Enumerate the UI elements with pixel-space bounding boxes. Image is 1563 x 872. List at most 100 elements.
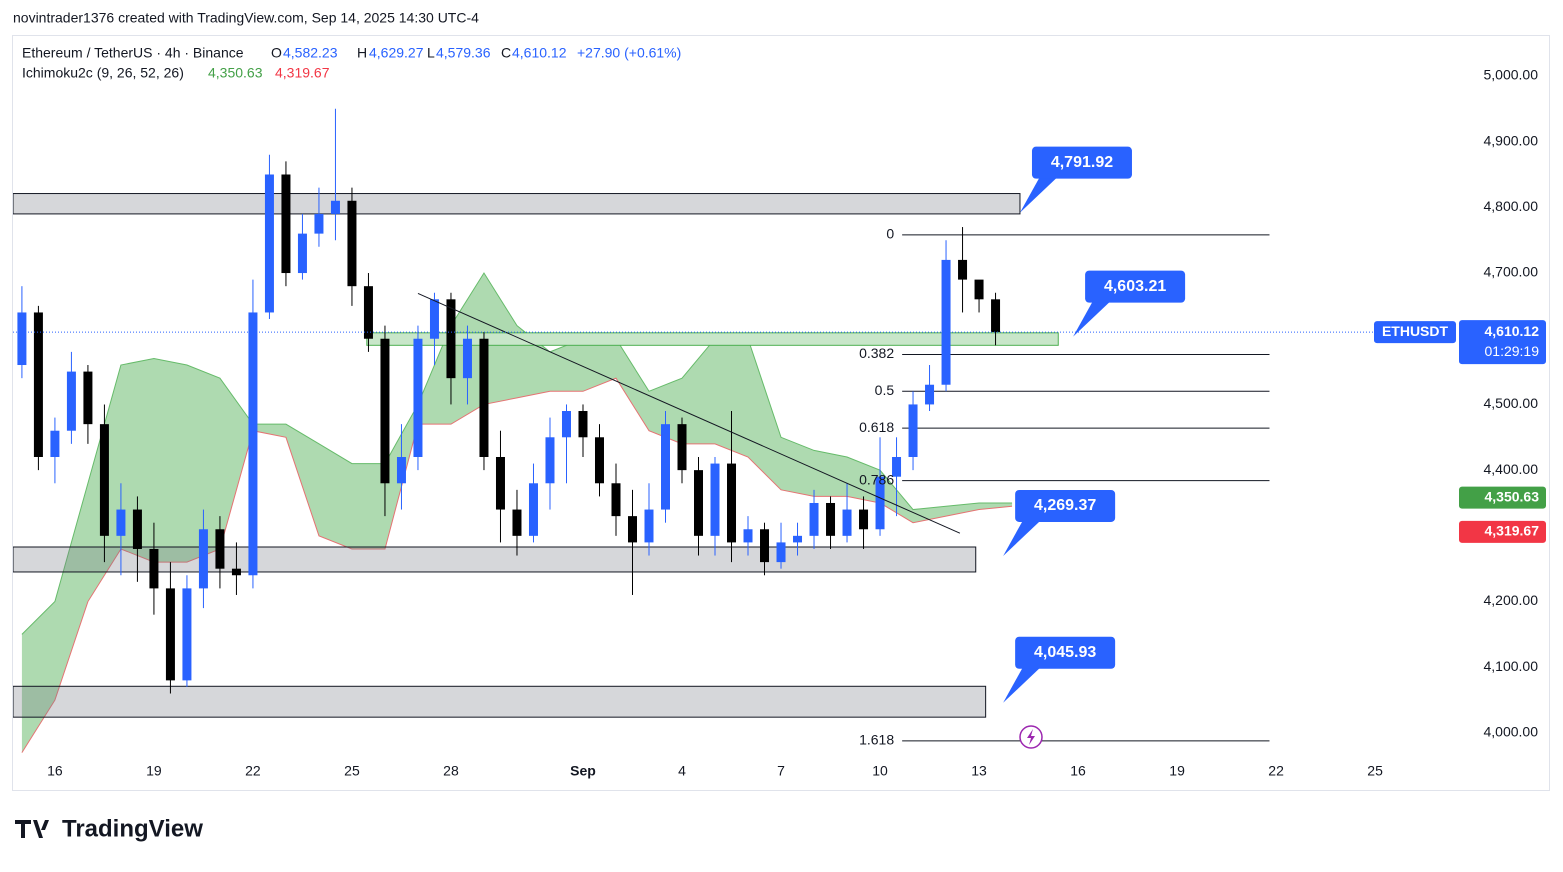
candle-body bbox=[198, 529, 208, 589]
candle-body bbox=[446, 299, 456, 379]
y-tick-label: 4,900.00 bbox=[1484, 132, 1539, 148]
candle-body bbox=[314, 213, 324, 234]
callout-box bbox=[1085, 270, 1186, 303]
fib-label: 0.786 bbox=[859, 471, 894, 487]
candle-body bbox=[66, 371, 76, 431]
candle-body bbox=[594, 437, 604, 484]
last-price-box bbox=[1459, 320, 1546, 365]
span-tag-label: 4,350.63 bbox=[1485, 488, 1540, 504]
candle-body bbox=[925, 384, 935, 405]
candle-body bbox=[380, 338, 390, 484]
cloud-span-a bbox=[21, 272, 1013, 635]
candle-body bbox=[99, 424, 109, 536]
candle-body bbox=[743, 529, 753, 543]
span-tag-label: 4,319.67 bbox=[1485, 523, 1540, 539]
candle-body bbox=[760, 529, 770, 563]
candle-body bbox=[611, 483, 621, 517]
candle-body bbox=[462, 338, 472, 379]
l-label: L bbox=[427, 45, 435, 61]
candle-body bbox=[248, 312, 258, 576]
callout-box bbox=[1015, 489, 1116, 522]
brand: TradingView bbox=[62, 815, 203, 842]
x-tick-label: 16 bbox=[47, 763, 63, 779]
y-tick-label: 4,800.00 bbox=[1484, 198, 1539, 214]
callout-label: 4,603.21 bbox=[1104, 278, 1166, 295]
candle-body bbox=[215, 529, 225, 569]
x-tick-label: 22 bbox=[1268, 763, 1284, 779]
x-tick-label: 28 bbox=[443, 763, 459, 779]
candle-body bbox=[627, 516, 637, 543]
span-b: 4,319.67 bbox=[275, 65, 330, 81]
candle-body bbox=[710, 463, 720, 536]
candle-body bbox=[231, 568, 241, 576]
callout-pointer bbox=[1019, 176, 1058, 213]
candle-body bbox=[578, 411, 588, 438]
callout-label: 4,045.93 bbox=[1034, 644, 1096, 661]
logo-mark bbox=[15, 820, 49, 838]
y-tick-label: 4,500.00 bbox=[1484, 395, 1539, 411]
candle-body bbox=[495, 456, 505, 510]
x-tick-label: Sep bbox=[570, 763, 596, 779]
zone bbox=[366, 332, 1059, 346]
candle-body bbox=[545, 437, 555, 484]
x-tick-label: 4 bbox=[678, 763, 686, 779]
candle-body bbox=[974, 279, 984, 300]
countdown: 01:29:19 bbox=[1485, 343, 1540, 359]
cloud-fill bbox=[21, 273, 1013, 753]
y-tick-label: 4,400.00 bbox=[1484, 461, 1539, 477]
x-tick-label: 25 bbox=[344, 763, 360, 779]
span-tag bbox=[1459, 520, 1546, 543]
open: 4,582.23 bbox=[283, 45, 338, 61]
candle-body bbox=[809, 502, 819, 536]
candle-body bbox=[347, 200, 357, 287]
candle-body bbox=[892, 456, 902, 477]
fib-label: 0.5 bbox=[875, 382, 895, 398]
callout-box bbox=[1015, 636, 1116, 669]
c-label: C bbox=[501, 45, 511, 61]
event-bolt bbox=[1027, 729, 1035, 745]
callout-pointer bbox=[1003, 666, 1042, 703]
frame bbox=[12, 35, 1550, 791]
ticker-box bbox=[1374, 321, 1456, 344]
last-price: 4,610.12 bbox=[1485, 323, 1540, 339]
x-tick-label: 25 bbox=[1367, 763, 1383, 779]
x-tick-label: 10 bbox=[872, 763, 888, 779]
y-tick-label: 4,100.00 bbox=[1484, 658, 1539, 674]
candle-body bbox=[396, 456, 406, 484]
symbol: Ethereum / TetherUS · 4h · Binance bbox=[22, 45, 244, 61]
fib-label: 0 bbox=[886, 226, 894, 242]
span-tag bbox=[1459, 486, 1546, 509]
callout-pointer bbox=[1003, 519, 1042, 556]
candle-body bbox=[50, 430, 60, 457]
candle-body bbox=[859, 509, 869, 530]
x-tick-label: 19 bbox=[1169, 763, 1185, 779]
candle-body bbox=[561, 411, 571, 438]
callout-label: 4,269.37 bbox=[1034, 497, 1096, 514]
candle-body bbox=[842, 509, 852, 536]
candle-body bbox=[165, 588, 175, 681]
candle-body bbox=[413, 338, 423, 457]
high: 4,629.27 bbox=[369, 45, 424, 61]
candle-body bbox=[363, 286, 373, 339]
candle-body bbox=[694, 470, 704, 536]
indicator: Ichimoku2c (9, 26, 52, 26) bbox=[22, 65, 184, 81]
zone bbox=[13, 685, 987, 718]
candle-body bbox=[941, 259, 951, 385]
y-tick-label: 4,000.00 bbox=[1484, 724, 1539, 740]
change: +27.90 (+0.61%) bbox=[577, 45, 681, 61]
candle-body bbox=[793, 535, 803, 543]
low: 4,579.36 bbox=[436, 45, 491, 61]
candle-body bbox=[727, 463, 737, 543]
candle-body bbox=[281, 174, 291, 274]
candle-body bbox=[17, 312, 27, 366]
candle-body bbox=[83, 371, 93, 425]
candle-body bbox=[132, 509, 142, 549]
candle-body bbox=[33, 312, 43, 457]
x-tick-label: 7 bbox=[777, 763, 785, 779]
y-tick-label: 4,700.00 bbox=[1484, 264, 1539, 280]
candle-body bbox=[182, 588, 192, 681]
close: 4,610.12 bbox=[512, 45, 567, 61]
x-tick-label: 19 bbox=[146, 763, 162, 779]
candle-body bbox=[958, 259, 968, 280]
